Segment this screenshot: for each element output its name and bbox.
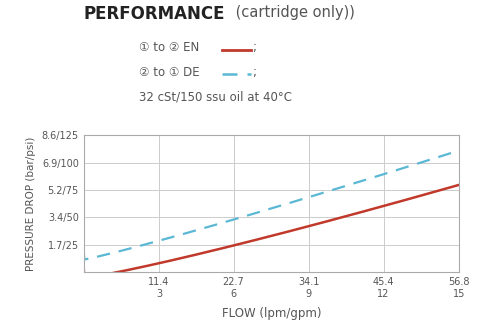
Text: (cartridge only)): (cartridge only)): [231, 5, 355, 20]
Text: PERFORMANCE: PERFORMANCE: [84, 5, 225, 23]
Text: ② to ① DE: ② to ① DE: [139, 66, 203, 79]
Text: ① to ② EN: ① to ② EN: [139, 41, 203, 54]
Text: 32 cSt/150 ssu oil at 40°C: 32 cSt/150 ssu oil at 40°C: [139, 91, 292, 104]
Text: ;: ;: [252, 66, 256, 79]
X-axis label: FLOW (lpm/gpm): FLOW (lpm/gpm): [221, 307, 321, 320]
Y-axis label: PRESSURE DROP (bar/psi): PRESSURE DROP (bar/psi): [26, 137, 36, 271]
Text: ;: ;: [252, 41, 256, 54]
